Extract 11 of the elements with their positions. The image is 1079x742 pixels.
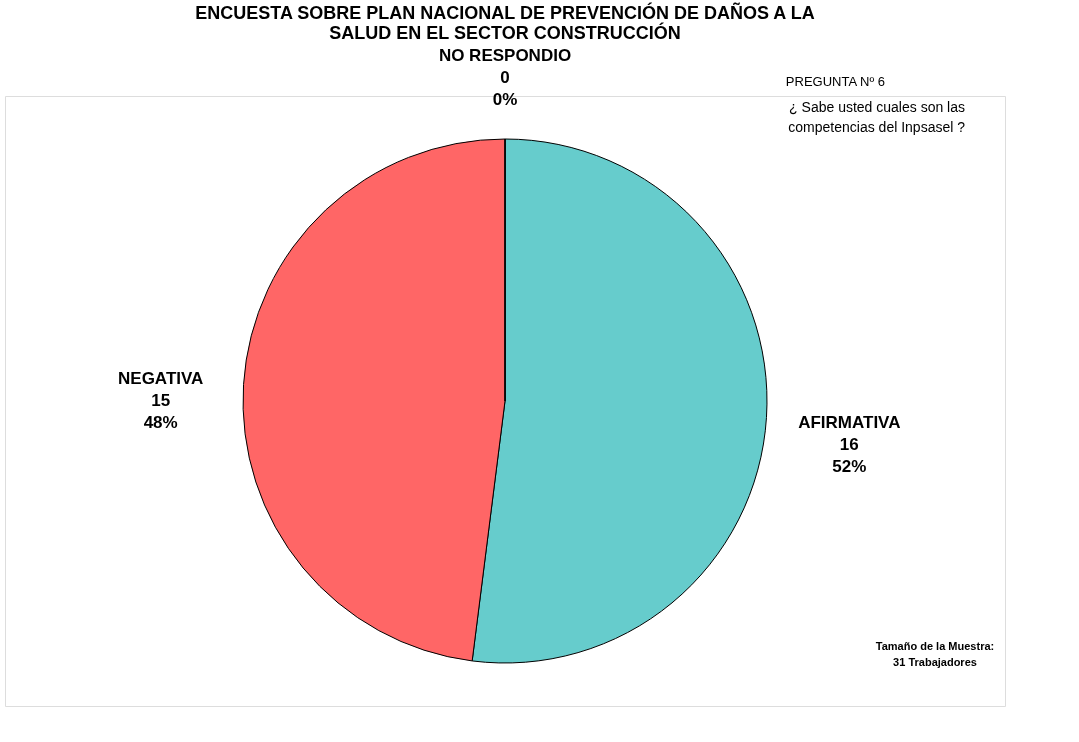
text: ¿ Sabe usted cuales son las competencias del Inpsasel ? (788, 99, 966, 135)
text: PREGUNTA Nº 6 (785, 74, 885, 89)
text: Tamaño de la Muestra: 31 Trabajadores (875, 640, 995, 668)
text: SALUD EN EL SECTOR CONSTRUCCIÓN (329, 23, 681, 43)
text: 0 0% (492, 68, 518, 109)
category-label: NO RESPONDIO (438, 46, 572, 65)
slice-label: AFIRMATIVA (798, 412, 901, 432)
slice-label: NEGATIVA (118, 369, 204, 389)
data-label: 15 48% (143, 391, 178, 433)
text: ENCUESTA SOBRE PLAN NACIONAL DE PREVENCIÓN DE DAÑOS A LA (195, 3, 815, 23)
data-label: 16 52% (832, 434, 867, 476)
